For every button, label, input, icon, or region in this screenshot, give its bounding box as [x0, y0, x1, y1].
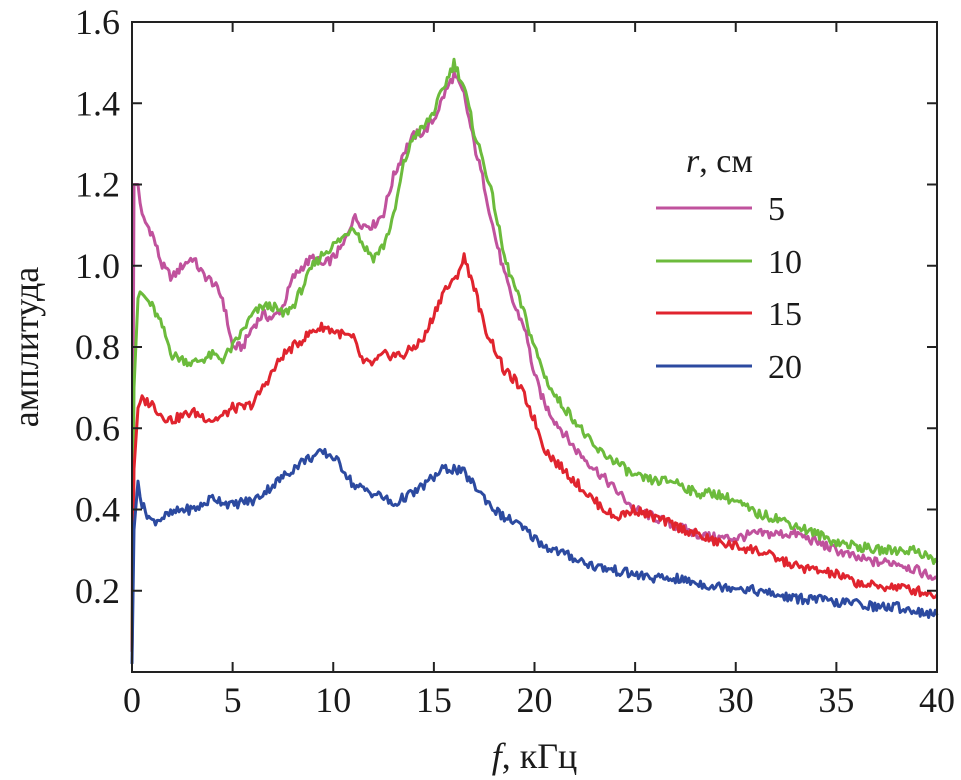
x-tick-label: 25 — [617, 680, 653, 720]
legend-items: 5 10 15 20 — [656, 191, 802, 386]
series-line-15 — [130, 252, 939, 652]
y-tick-label: 1.0 — [75, 246, 120, 286]
x-tick-label: 15 — [416, 680, 452, 720]
legend-label: 15 — [768, 296, 802, 333]
x-axis-label-unit: , кГц — [502, 736, 578, 776]
legend-label: 20 — [768, 349, 802, 386]
series-line-5 — [130, 70, 938, 652]
x-tick-label: 40 — [919, 680, 955, 720]
series-line-20 — [130, 447, 939, 664]
y-tick-label: 1.2 — [75, 165, 120, 205]
axis-tick-labels: 0 5 10 15 20 25 30 35 40 0.2 0.4 0.6 0.8 1.0 1.2 1.4 1.6 — [75, 2, 955, 720]
axis-ticks — [131, 21, 938, 672]
y-tick-label: 0.4 — [75, 490, 120, 530]
legend-item-10: 10 — [656, 244, 802, 281]
legend-title: r, см — [686, 143, 753, 180]
legend-item-15: 15 — [656, 296, 802, 333]
y-axis-label: амплитуда — [6, 267, 46, 428]
legend-item-20: 20 — [656, 349, 802, 386]
y-tick-label: 0.6 — [75, 408, 120, 448]
y-tick-label: 1.4 — [75, 83, 120, 123]
legend-item-5: 5 — [656, 191, 785, 228]
legend: r, см 5 10 15 20 — [656, 143, 802, 386]
x-tick-label: 5 — [224, 680, 242, 720]
x-tick-label: 0 — [123, 680, 141, 720]
y-tick-label: 1.6 — [75, 2, 120, 42]
x-tick-label: 30 — [718, 680, 754, 720]
x-tick-label: 10 — [315, 680, 351, 720]
y-tick-label: 0.8 — [75, 327, 120, 367]
y-tick-label: 0.2 — [75, 571, 120, 611]
series-line-10 — [130, 57, 939, 652]
legend-title-var: r — [686, 143, 700, 180]
x-axis-label: f, кГц — [492, 736, 578, 776]
legend-title-unit: , см — [699, 143, 753, 180]
x-tick-label: 20 — [517, 680, 553, 720]
legend-label: 5 — [768, 191, 785, 228]
x-tick-label: 35 — [818, 680, 854, 720]
legend-label: 10 — [768, 244, 802, 281]
plot-lines — [130, 57, 939, 664]
